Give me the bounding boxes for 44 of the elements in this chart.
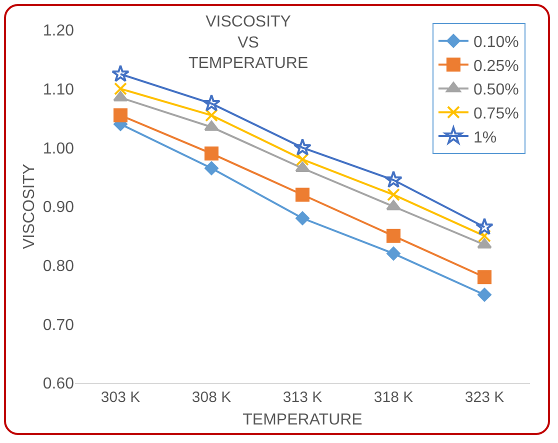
y-axis-title: VISCOSITY [20, 164, 38, 250]
y-tick-label: 0.80 [42, 258, 74, 275]
point [478, 288, 492, 302]
legend-label: 0.25% [473, 58, 519, 75]
point [205, 108, 218, 122]
point [476, 218, 494, 235]
y-tick-label: 1.00 [42, 140, 74, 158]
x-tick-label: 313 K [282, 389, 322, 406]
point [478, 270, 492, 284]
point [202, 94, 220, 112]
point [204, 146, 218, 161]
y-tick-label: 0.60 [42, 376, 74, 393]
point [296, 152, 309, 166]
legend-label: 1% [473, 129, 497, 146]
y-tick-label: 0.70 [42, 316, 74, 334]
y-tick-label: 0.90 [42, 199, 74, 216]
legend-label: 0.75% [473, 105, 519, 122]
point [386, 200, 401, 210]
x-tick-label: 303 K [100, 389, 140, 406]
x-tick-label: 308 K [192, 389, 232, 406]
chart-title: VISCOSITY VS TEMPERATURE [188, 14, 308, 72]
x-axis-title: TEMPERATURE [242, 412, 362, 429]
point [296, 211, 310, 226]
point [114, 108, 128, 122]
point [113, 91, 128, 102]
y-tick-label: 1.20 [42, 22, 74, 40]
point [296, 188, 310, 202]
legend-label: 0.50% [473, 82, 519, 99]
point [478, 229, 491, 242]
point [477, 238, 492, 248]
point [204, 161, 218, 176]
point [386, 246, 400, 260]
point [386, 228, 400, 243]
legend-label: 0.10% [473, 34, 519, 52]
point [294, 138, 312, 156]
point [112, 64, 130, 82]
point [204, 120, 219, 131]
point [387, 188, 400, 202]
x-tick-label: 318 K [374, 389, 414, 406]
y-tick-label: 1.10 [42, 81, 74, 98]
x-tick-label: 323 K [464, 389, 504, 406]
point [295, 162, 310, 172]
point [114, 82, 127, 96]
point [384, 170, 402, 188]
